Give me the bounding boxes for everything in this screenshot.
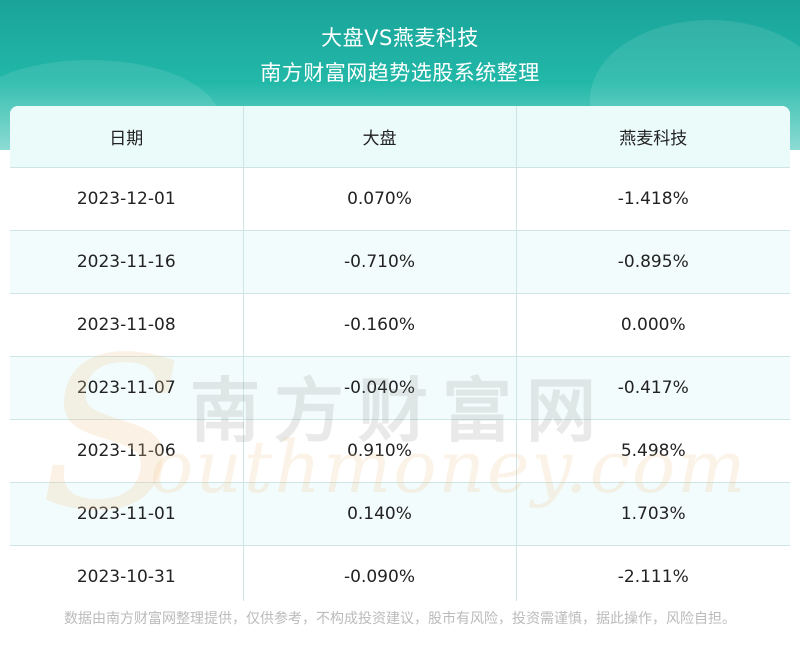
- cell-market: -0.710%: [243, 230, 517, 294]
- table-row: 2023-11-07 -0.040% -0.417%: [10, 356, 790, 420]
- cell-market: -0.040%: [243, 356, 517, 420]
- table-header-row: 日期 大盘 燕麦科技: [10, 106, 790, 168]
- cell-market: -0.090%: [243, 545, 517, 601]
- page-title: 大盘VS燕麦科技: [321, 26, 479, 50]
- cell-stock: -0.417%: [516, 356, 790, 420]
- footer-disclaimer: 数据由南方财富网整理提供，仅供参考，不构成投资建议，股市有风险，投资需谨慎，据此…: [64, 611, 736, 627]
- cell-market: 0.910%: [243, 419, 517, 483]
- cell-stock: -1.418%: [516, 167, 790, 231]
- cell-date: 2023-10-31: [10, 545, 244, 601]
- cell-date: 2023-11-16: [10, 230, 244, 294]
- cell-date: 2023-12-01: [10, 167, 244, 231]
- table-row: 2023-11-16 -0.710% -0.895%: [10, 230, 790, 294]
- table-row: 2023-12-01 0.070% -1.418%: [10, 167, 790, 231]
- comparison-table: 日期 大盘 燕麦科技 2023-12-01 0.070% -1.418% 202…: [10, 106, 790, 601]
- cell-date: 2023-11-01: [10, 482, 244, 546]
- comparison-table-card: 日期 大盘 燕麦科技 2023-12-01 0.070% -1.418% 202…: [10, 106, 790, 601]
- cell-market: -0.160%: [243, 293, 517, 357]
- cell-market: 0.140%: [243, 482, 517, 546]
- cell-stock: -0.895%: [516, 230, 790, 294]
- cell-date: 2023-11-08: [10, 293, 244, 357]
- column-header-stock: 燕麦科技: [516, 106, 790, 168]
- table-row: 2023-10-31 -0.090% -2.111%: [10, 545, 790, 601]
- footer-background: [0, 601, 800, 646]
- table-row: 2023-11-01 0.140% 1.703%: [10, 482, 790, 546]
- table-row: 2023-11-06 0.910% 5.498%: [10, 419, 790, 483]
- column-header-market: 大盘: [243, 106, 517, 168]
- cell-market: 0.070%: [243, 167, 517, 231]
- table-row: 2023-11-08 -0.160% 0.000%: [10, 293, 790, 357]
- cell-date: 2023-11-06: [10, 419, 244, 483]
- column-header-date: 日期: [10, 106, 244, 168]
- cell-date: 2023-11-07: [10, 356, 244, 420]
- cell-stock: 0.000%: [516, 293, 790, 357]
- cell-stock: -2.111%: [516, 545, 790, 601]
- cell-stock: 1.703%: [516, 482, 790, 546]
- page-subtitle: 南方财富网趋势选股系统整理: [260, 61, 540, 85]
- cell-stock: 5.498%: [516, 419, 790, 483]
